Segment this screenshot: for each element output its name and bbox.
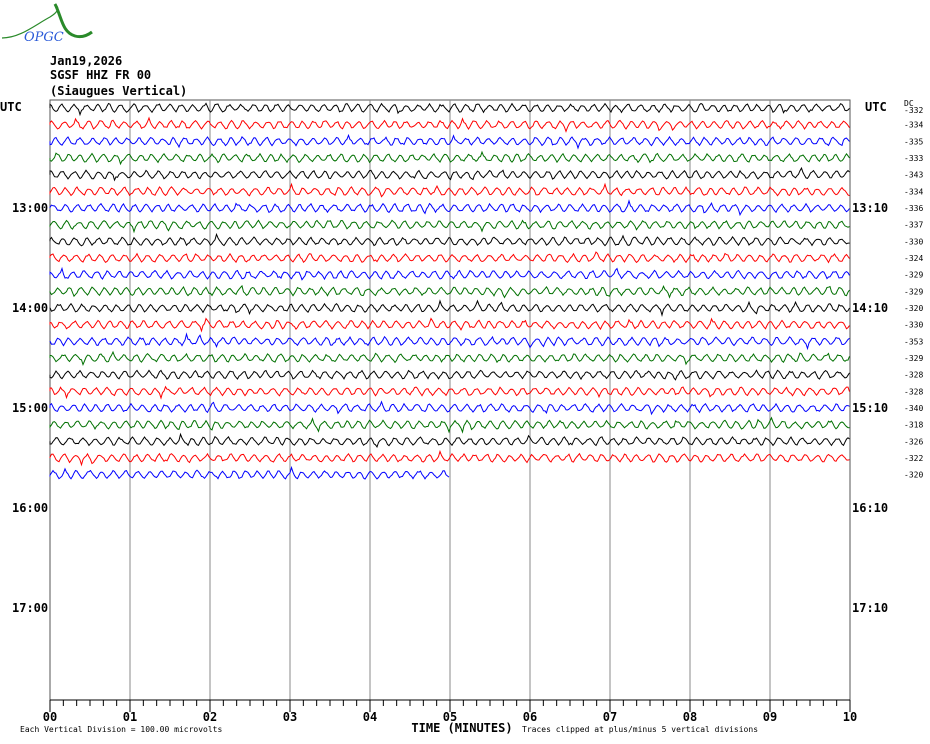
left-utc-label: UTC — [0, 100, 22, 114]
x-axis-label: TIME (MINUTES) — [411, 721, 512, 735]
seismic-trace — [49, 199, 850, 217]
dc-value: -353 — [904, 337, 923, 346]
seismic-trace — [49, 102, 850, 117]
x-tick-label: 00 — [43, 710, 57, 724]
left-time-label: 15:00 — [12, 401, 48, 415]
dc-value: -330 — [904, 321, 923, 330]
seismic-trace — [49, 332, 850, 351]
right-time-label: 16:10 — [852, 501, 888, 515]
dc-value: -328 — [904, 371, 923, 380]
x-tick-label: 10 — [843, 710, 857, 724]
dc-value: -333 — [904, 154, 923, 163]
right-time-label: 15:10 — [852, 401, 888, 415]
seismic-trace — [49, 299, 850, 318]
x-tick-label: 08 — [683, 710, 697, 724]
x-tick-label: 07 — [603, 710, 617, 724]
right-time-label: 13:10 — [852, 201, 888, 215]
seismic-trace — [49, 465, 450, 480]
dc-value: -324 — [904, 254, 923, 263]
dc-value: -329 — [904, 354, 923, 363]
dc-value: -335 — [904, 137, 923, 146]
dc-value: -320 — [904, 471, 923, 480]
svg-text:OPGC: OPGC — [24, 30, 64, 45]
right-utc-label: UTC — [865, 100, 887, 114]
dc-value: -318 — [904, 421, 923, 430]
seismic-trace — [49, 284, 850, 299]
dc-value: -343 — [904, 171, 923, 180]
dc-value: -322 — [904, 454, 923, 463]
x-tick-label: 03 — [283, 710, 297, 724]
seismic-trace — [49, 182, 850, 198]
seismic-trace — [49, 133, 850, 150]
left-time-label: 17:00 — [12, 601, 48, 615]
scale-note: Each Vertical Division = 100.00 microvol… — [20, 725, 222, 734]
seismic-trace — [49, 317, 850, 333]
seismic-trace — [49, 369, 850, 381]
dc-value: -329 — [904, 271, 923, 280]
seismic-trace — [49, 416, 850, 434]
left-time-label: 16:00 — [12, 501, 48, 515]
dc-label: DC — [904, 99, 914, 108]
dc-value: -340 — [904, 404, 923, 413]
seismic-trace — [49, 166, 850, 182]
seismic-trace — [49, 432, 850, 448]
x-tick-label: 04 — [363, 710, 377, 724]
dc-value: -334 — [904, 187, 923, 196]
x-tick-label: 06 — [523, 710, 537, 724]
seismic-trace — [49, 251, 850, 264]
right-time-label: 14:10 — [852, 301, 888, 315]
dc-value: -334 — [904, 121, 923, 130]
seismic-trace — [49, 116, 850, 133]
seismic-trace — [49, 385, 850, 400]
clip-note: Traces clipped at plus/minus 5 vertical … — [522, 725, 758, 734]
dc-value: -326 — [904, 437, 923, 446]
seismic-trace — [49, 219, 850, 234]
dc-value: -336 — [904, 204, 923, 213]
seismic-trace — [49, 266, 850, 281]
x-tick-label: 05 — [443, 710, 457, 724]
dc-value: -332 — [904, 106, 923, 115]
date-label: Jan19,2026 — [50, 54, 123, 68]
dc-value: -337 — [904, 221, 923, 230]
left-time-label: 13:00 — [12, 201, 48, 215]
dc-value: -329 — [904, 287, 923, 296]
dc-value: -320 — [904, 304, 923, 313]
seismic-trace — [49, 232, 850, 247]
dc-value: -328 — [904, 387, 923, 396]
seismic-trace — [49, 150, 850, 166]
location-label: (Siaugues Vertical) — [50, 84, 188, 98]
station-label: SGSF HHZ FR 00 — [50, 68, 152, 82]
seismic-trace — [49, 350, 850, 367]
left-time-label: 14:00 — [12, 301, 48, 315]
seismic-trace — [49, 400, 850, 416]
seismic-trace — [49, 449, 850, 467]
right-time-label: 17:10 — [852, 601, 888, 615]
x-tick-label: 01 — [123, 710, 137, 724]
x-tick-label: 09 — [763, 710, 777, 724]
opgc-logo: OPGC — [1, 3, 93, 45]
x-tick-label: 02 — [203, 710, 217, 724]
dc-value: -330 — [904, 237, 923, 246]
